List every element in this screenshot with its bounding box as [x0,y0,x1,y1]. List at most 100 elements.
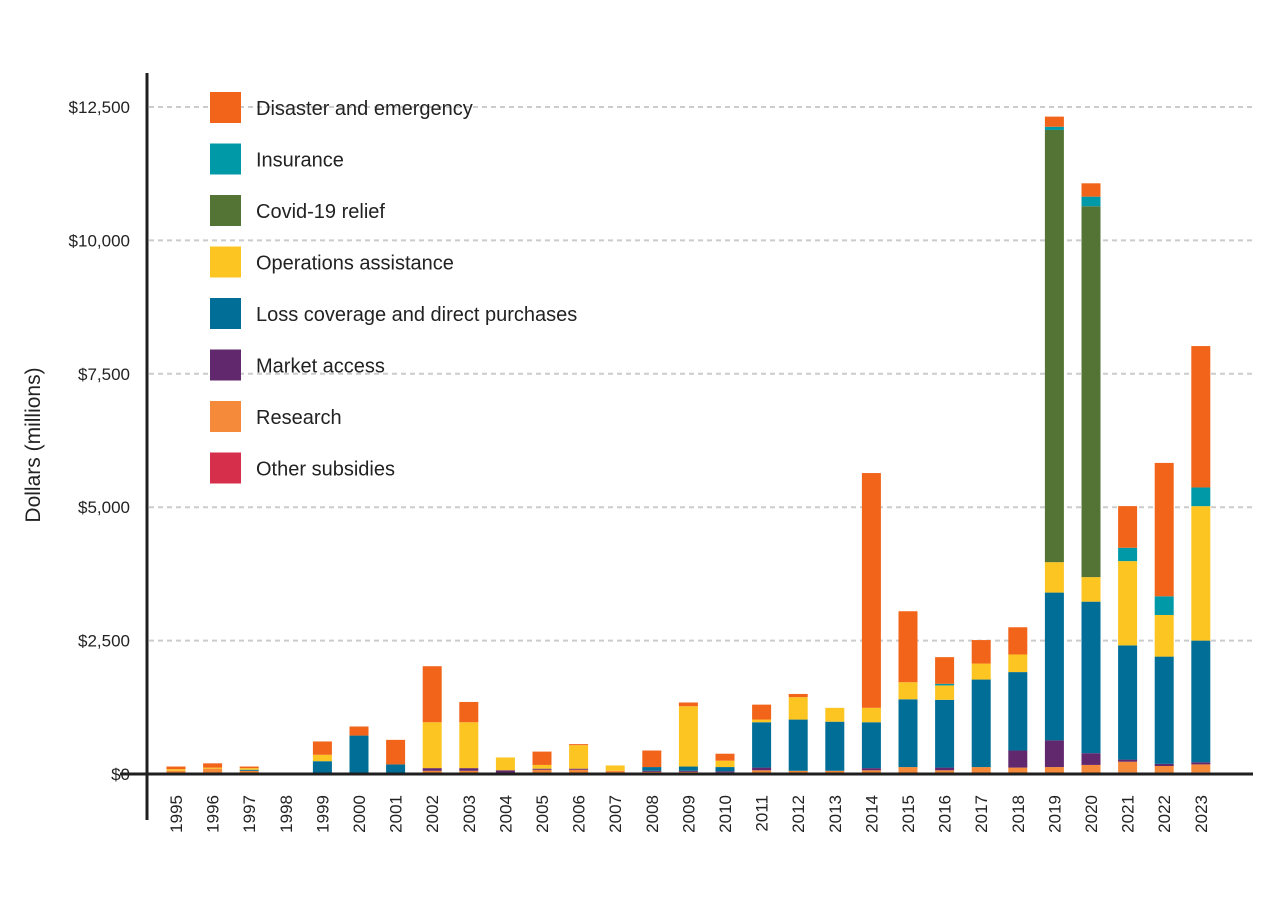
bar-segment [569,768,589,770]
y-tick-label: $12,500 [69,98,130,117]
bar-segment [1008,654,1028,673]
legend-label: Disaster and emergency [256,98,473,120]
bar-segment [422,722,442,769]
bar-segment [495,757,515,771]
bar-segment [935,770,955,774]
legend-label: Operations assistance [256,253,454,275]
bar-segment [678,702,698,707]
x-tick-label: 2018 [1009,795,1028,833]
legend-swatch [210,195,241,226]
bar-segment [203,767,223,769]
bar-segment [1008,750,1028,768]
bar-segment [1044,562,1064,593]
bar-segment [678,770,698,772]
bar-segment [1154,596,1174,615]
x-tick-label: 2011 [753,795,772,832]
x-tick-label: 2002 [423,795,442,833]
bar-segment [1118,547,1138,562]
x-tick-label: 2017 [972,795,991,833]
bar-segment [1118,561,1138,646]
bar-segment [1044,740,1064,768]
bar-segment [1154,614,1174,657]
bar-segment [312,761,332,773]
bar-segment [1008,672,1028,751]
x-tick-label: 1997 [240,795,259,833]
bar-segment [788,719,808,771]
bar-segment [971,767,991,774]
bar-segment [1118,759,1138,762]
bar-segment [312,741,332,755]
legend-swatch [210,349,241,381]
bar-segment [1044,126,1064,130]
bar-segment [1044,767,1064,774]
bar-segment [752,767,772,771]
y-tick-label: $0 [111,765,130,784]
x-tick-label: 2005 [533,795,552,833]
x-tick-label: 2008 [643,795,662,833]
bar-segment [239,769,259,771]
bar-segment [678,766,698,771]
bar-segment [1154,763,1174,766]
x-tick-label: 1995 [167,795,186,833]
bar-segment [935,685,955,700]
legend-swatch [210,246,241,278]
x-tick-label: 1998 [277,795,296,833]
y-tick-label: $7,500 [78,365,130,384]
bar-segment [1191,487,1211,507]
y-tick-label: $5,000 [78,498,130,517]
bar-segment [1118,761,1138,773]
legend-swatch [210,452,241,484]
bar-segment [861,707,881,723]
x-tick-label: 1996 [204,795,223,833]
bar-segment [239,768,259,770]
bar-segment [1081,601,1101,754]
y-tick-label: $2,500 [78,632,130,651]
bars [166,116,1211,774]
bar-segment [752,722,772,768]
bar-segment [715,753,735,761]
legend-label: Market access [256,356,385,378]
bar-segment [642,767,662,771]
x-tick-label: 2019 [1045,795,1064,833]
bar-segment [459,768,479,771]
legend-label: Research [256,407,342,429]
bar-segment [715,767,735,772]
bar-segment [239,770,259,774]
bar-segment [971,663,991,680]
bar-segment [935,699,955,768]
bar-segment [1191,764,1211,773]
bar-segment [422,770,442,774]
bar-segment [898,767,918,774]
y-axis-title: Dollars (millions) [22,367,45,522]
bar-segment [349,735,369,773]
bar-segment [825,770,845,774]
bar-segment [898,699,918,768]
x-tick-label: 2001 [387,795,406,833]
bar-segment [788,697,808,720]
x-tick-label: 2020 [1082,795,1101,833]
y-tick-label: $10,000 [69,231,130,250]
legend-label: Insurance [256,150,344,172]
bar-segment [1191,506,1211,641]
bar-segment [715,760,735,768]
legend-label: Loss coverage and direct purchases [256,304,577,326]
bar-segment [1081,753,1101,765]
x-tick-label: 2003 [460,795,479,833]
bar-segment [678,706,698,767]
bar-segment [752,704,772,720]
bar-segment [825,721,845,771]
bar-segment [166,769,186,771]
bar-segment [569,745,589,769]
bar-segment [386,764,406,773]
legend-swatch [210,401,241,432]
x-tick-label: 1999 [313,795,332,833]
bar-segment [752,719,772,723]
bar-segment [971,679,991,768]
bar-segment [1008,627,1028,655]
bar-segment [532,764,552,769]
bar-segment [569,769,589,774]
bar-segment [1044,116,1064,127]
bar-segment [203,768,223,774]
bar-segment [1191,640,1211,763]
